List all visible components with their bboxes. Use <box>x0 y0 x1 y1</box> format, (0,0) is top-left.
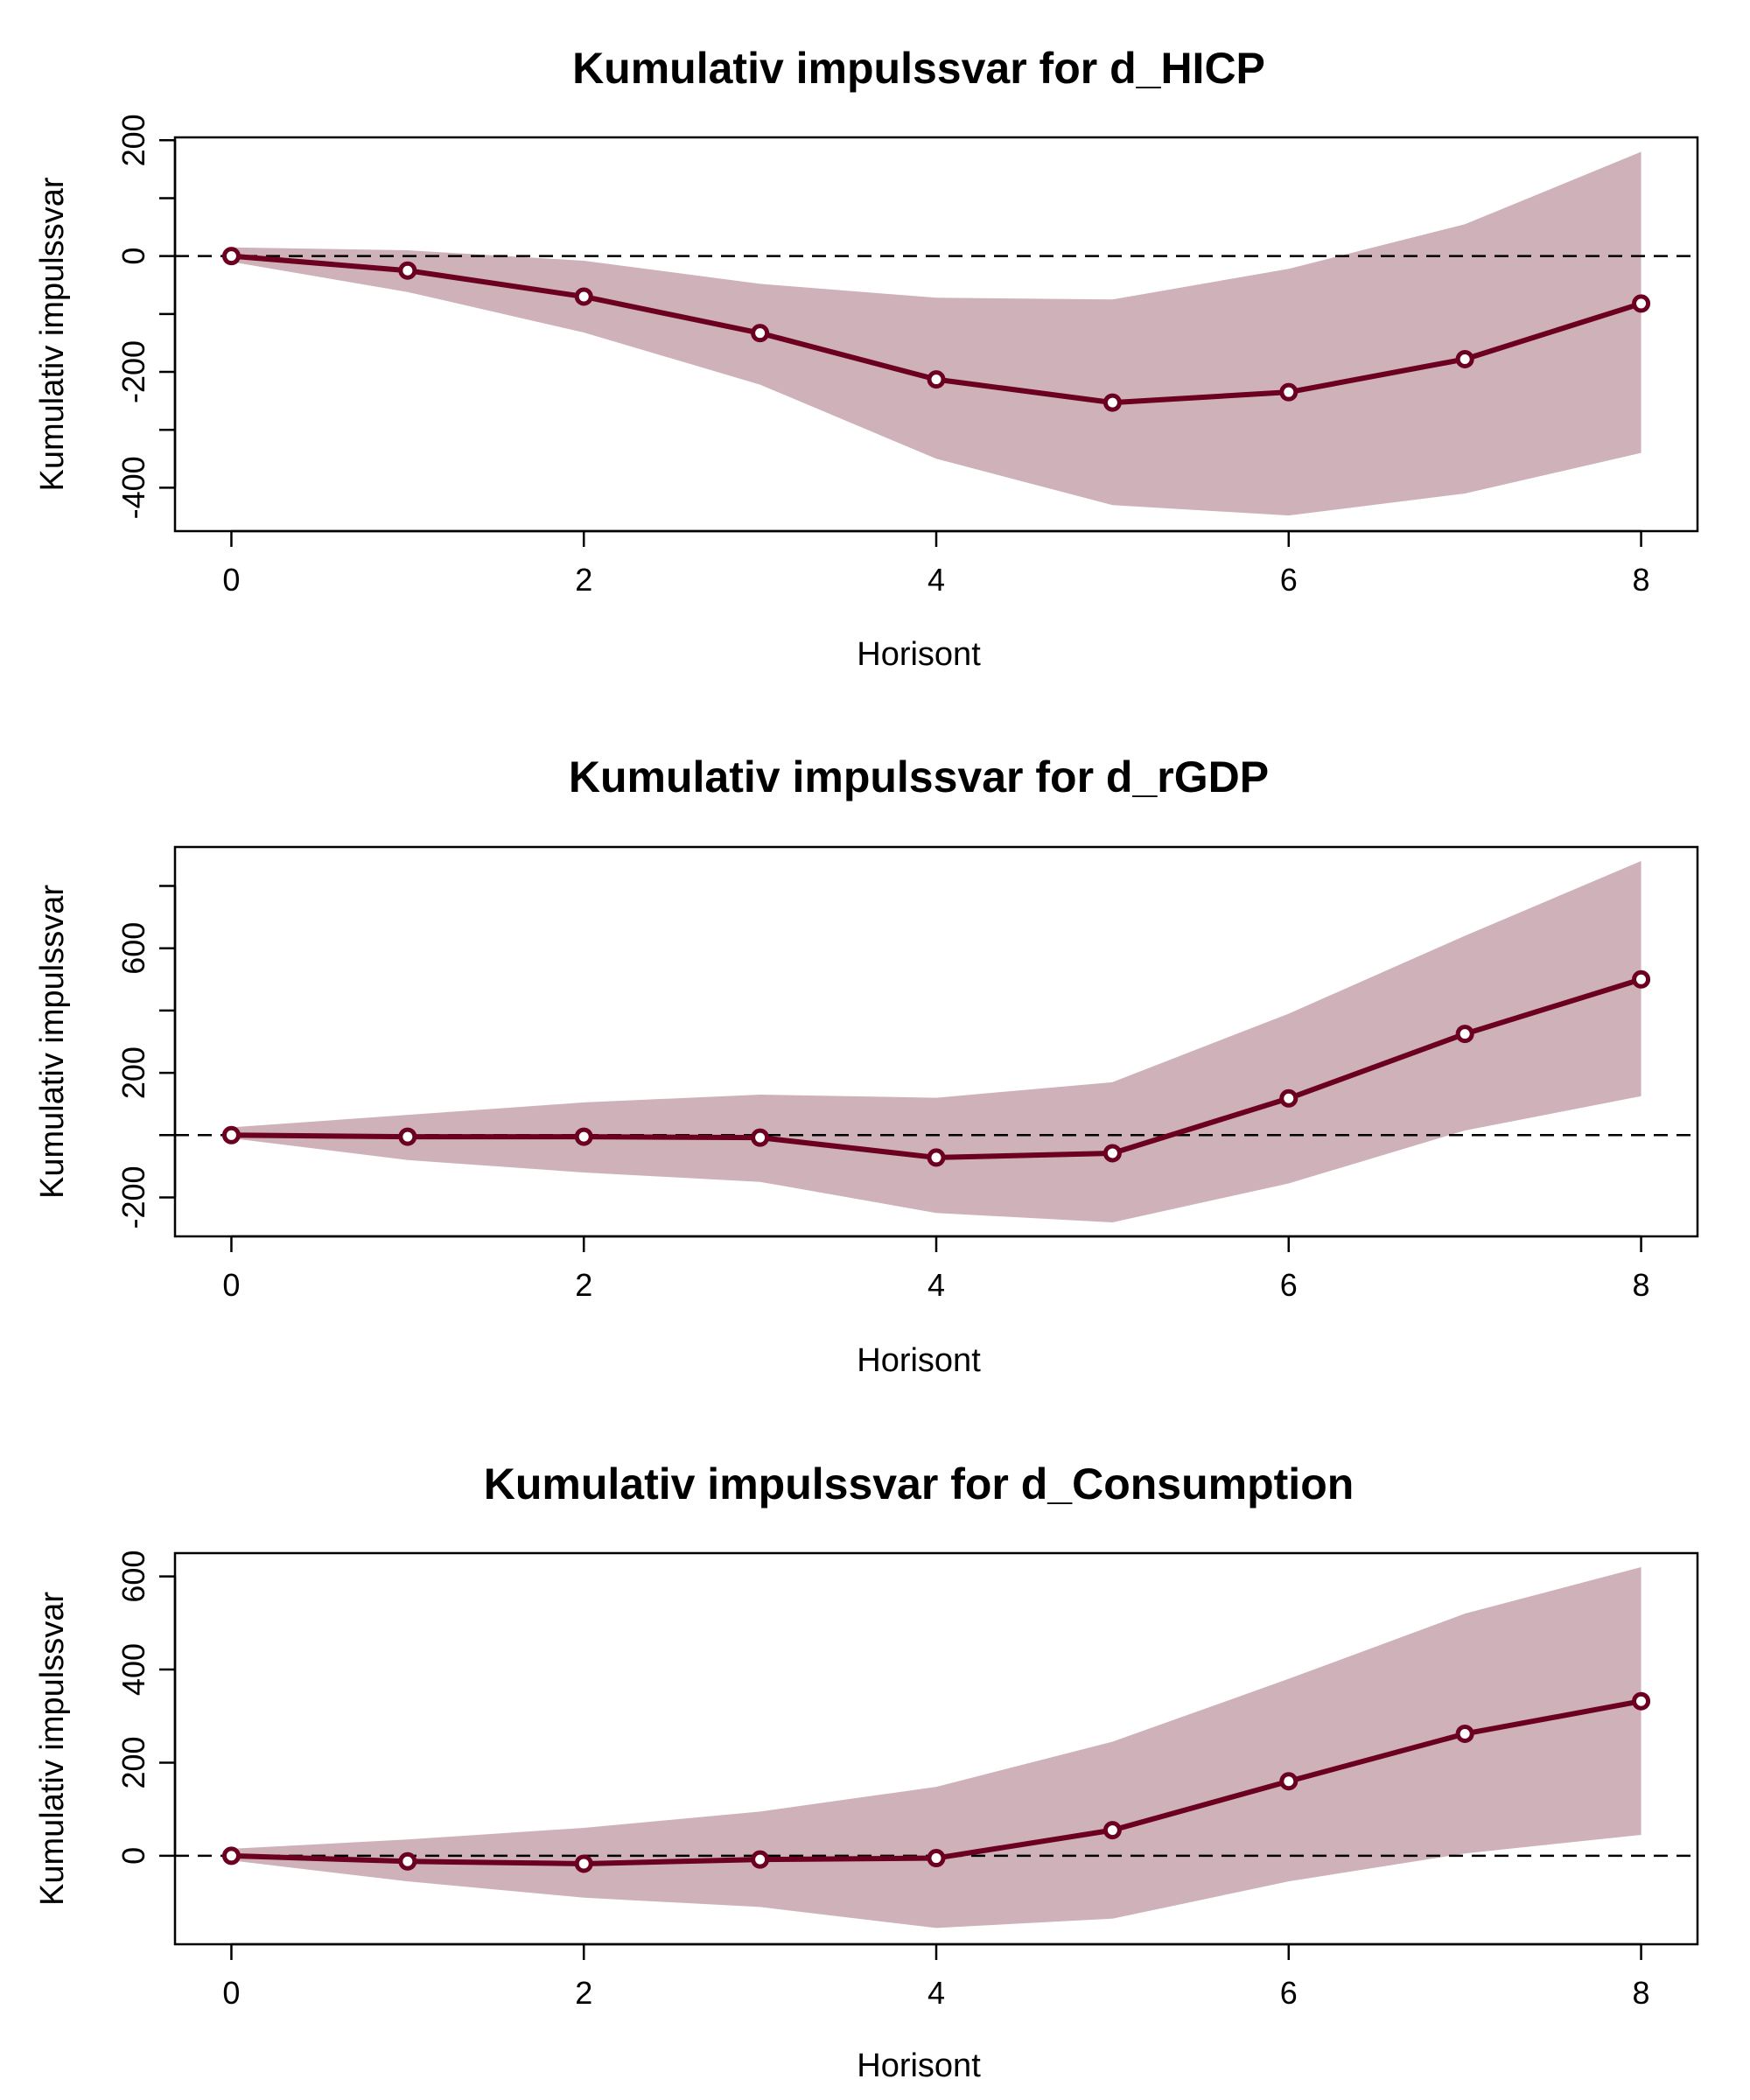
data-point <box>1102 1144 1122 1163</box>
data-point <box>1455 1724 1474 1743</box>
panel-hicp: 0 2 4 6 8 -400 -200 0 200 Kumulativ impulssvar fo… <box>34 44 1699 673</box>
x-tick-label: 4 <box>928 562 945 598</box>
data-point <box>751 1850 770 1869</box>
data-point <box>1455 1025 1474 1044</box>
x-tick-label: 8 <box>1633 1267 1650 1303</box>
data-point <box>574 1127 593 1146</box>
y-tick-label: -400 <box>116 456 151 519</box>
y-tick-label: -200 <box>116 1166 151 1228</box>
y-tick-label: -200 <box>116 340 151 403</box>
data-point <box>1632 970 1651 989</box>
data-point <box>1455 349 1474 368</box>
x-tick-label: 4 <box>928 1975 945 2011</box>
data-point <box>574 1854 593 1873</box>
y-tick-label: 0 <box>116 248 151 265</box>
y-axis-label: Kumulativ impulssvar <box>34 177 71 491</box>
data-point <box>927 1148 946 1167</box>
data-point <box>927 370 946 389</box>
x-tick-label: 8 <box>1633 1975 1650 2011</box>
panel-consumption: 0 2 4 6 8 0 200 400 600 Kumulativ impulssvar for … <box>34 1460 1699 2084</box>
chart-title: Kumulativ impulssvar for d_HICP <box>572 44 1265 93</box>
confidence-band <box>231 151 1642 516</box>
data-point <box>398 1127 417 1146</box>
x-tick-label: 2 <box>575 1267 592 1303</box>
x-tick-label: 6 <box>1280 1267 1298 1303</box>
data-point <box>1632 294 1651 313</box>
x-tick-label: 2 <box>575 1975 592 2011</box>
x-tick-label: 0 <box>222 1975 240 2011</box>
data-point <box>1102 1821 1122 1840</box>
data-point <box>398 1852 417 1871</box>
data-point <box>398 261 417 280</box>
data-point <box>751 1128 770 1147</box>
x-axis-label: Horisont <box>857 2048 981 2084</box>
chart-title: Kumulativ impulssvar for d_rGDP <box>569 752 1269 802</box>
x-tick-label: 6 <box>1280 562 1298 598</box>
x-axis-label: Horisont <box>857 636 981 673</box>
y-tick-label: 200 <box>116 1736 151 1788</box>
x-tick-label: 6 <box>1280 1975 1298 2011</box>
chart-title: Kumulativ impulssvar for d_Consumption <box>484 1460 1354 1508</box>
x-tick-label: 0 <box>222 1267 240 1303</box>
y-tick-label: 400 <box>116 1643 151 1696</box>
data-point <box>1279 382 1298 402</box>
data-point <box>1632 1691 1651 1711</box>
x-tick-label: 8 <box>1633 562 1650 598</box>
confidence-band <box>231 1566 1642 1928</box>
x-tick-label: 0 <box>222 562 240 598</box>
data-point <box>1279 1088 1298 1108</box>
data-point <box>1102 393 1122 412</box>
y-tick-label: 600 <box>116 922 151 975</box>
y-tick-label: 600 <box>116 1550 151 1603</box>
data-point <box>221 247 241 266</box>
y-axis-label: Kumulativ impulssvar <box>34 885 71 1199</box>
data-point <box>574 287 593 306</box>
data-point <box>927 1849 946 1868</box>
y-tick-label: 0 <box>116 1847 151 1865</box>
x-axis-label: Horisont <box>857 1342 981 1379</box>
data-point <box>221 1846 241 1866</box>
panel-rgdp: 0 2 4 6 8 -200 200 600 Kumulativ impulssvar for … <box>34 752 1699 1379</box>
x-tick-label: 2 <box>575 562 592 598</box>
data-point <box>1279 1772 1298 1791</box>
y-axis-label: Kumulativ impulssvar <box>34 1592 71 1906</box>
x-tick-label: 4 <box>928 1267 945 1303</box>
data-point <box>751 324 770 343</box>
y-tick-label: 200 <box>116 114 151 166</box>
y-tick-label: 200 <box>116 1046 151 1099</box>
confidence-band <box>231 861 1642 1222</box>
data-point <box>221 1125 241 1144</box>
